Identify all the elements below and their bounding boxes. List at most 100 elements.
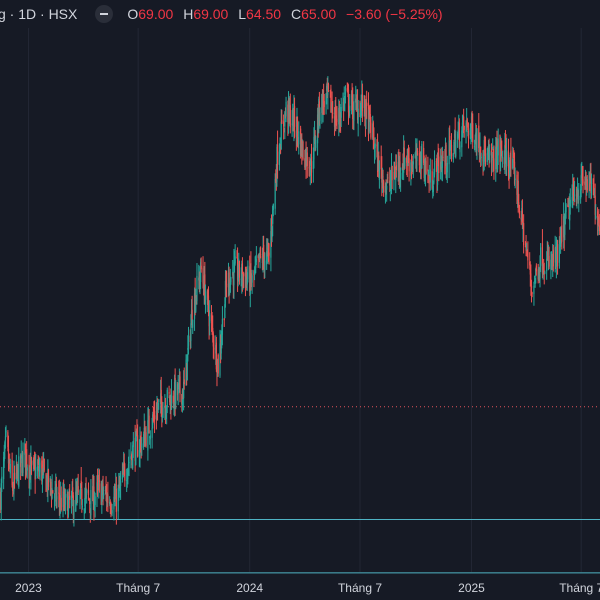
- visibility-toggle-icon[interactable]: [95, 5, 114, 23]
- candle-body: [198, 276, 200, 285]
- candle-body: [471, 118, 473, 128]
- candle-body: [475, 132, 477, 142]
- candle-body: [93, 486, 95, 511]
- candle-body: [109, 506, 111, 509]
- candle-body: [175, 382, 177, 404]
- candle-body: [181, 390, 184, 406]
- candle-body: [329, 90, 331, 92]
- candle-body: [449, 135, 451, 154]
- candle-body: [410, 162, 412, 176]
- candle-body: [377, 153, 379, 171]
- candle-body: [543, 271, 545, 275]
- candle-body: [517, 180, 519, 201]
- candle-body: [366, 102, 368, 106]
- candle-body: [593, 193, 596, 197]
- candle-body: [389, 180, 391, 186]
- candle-body: [484, 139, 486, 153]
- candle-body: [271, 227, 273, 238]
- candle-body: [284, 112, 286, 127]
- candle-body: [318, 101, 320, 119]
- candle-body: [576, 188, 579, 196]
- candle-body: [215, 342, 217, 370]
- candle-body: [212, 333, 214, 347]
- candle-body: [240, 278, 242, 280]
- candle-body: [454, 131, 456, 155]
- candle-body: [423, 147, 425, 163]
- candle-body: [327, 85, 329, 96]
- close-value: 65.00: [301, 6, 337, 22]
- candle-body: [399, 161, 401, 175]
- candle-body: [0, 483, 2, 510]
- candle-body: [506, 150, 508, 167]
- candle-body: [244, 272, 247, 288]
- candle-body: [183, 379, 185, 385]
- candle-body: [491, 154, 493, 161]
- candle-body: [407, 152, 409, 161]
- candle-body: [242, 275, 244, 284]
- candle-body: [89, 508, 91, 511]
- candle-body: [573, 190, 575, 192]
- candle-body: [79, 491, 81, 496]
- candle-body: [535, 268, 537, 277]
- candle-body: [585, 178, 587, 190]
- candle-body: [94, 496, 96, 506]
- candle-body: [203, 286, 205, 295]
- candle-body: [3, 454, 5, 462]
- candle-body: [195, 296, 197, 298]
- candle-body: [253, 270, 256, 275]
- candle-body: [158, 399, 160, 403]
- candle-body: [199, 277, 201, 281]
- candle-body: [382, 176, 384, 178]
- candle-body: [276, 144, 279, 165]
- candle-body: [22, 452, 24, 473]
- candle-body: [556, 245, 558, 251]
- candle-body: [467, 130, 470, 139]
- candle-body: [96, 482, 98, 495]
- candle-body: [335, 120, 337, 124]
- candle-body: [186, 363, 188, 378]
- candle-body: [46, 477, 48, 488]
- candle-body: [147, 417, 150, 419]
- candle-body: [241, 263, 243, 283]
- candle-body: [416, 151, 419, 153]
- candle-body: [270, 227, 273, 235]
- candle-body: [507, 151, 510, 168]
- candle-body: [544, 272, 546, 274]
- candle-body: [533, 280, 536, 282]
- candle-body: [571, 197, 573, 204]
- candle-body: [582, 179, 584, 184]
- candle-body: [21, 459, 24, 473]
- symbol-title[interactable]: g · 1D · HSX: [0, 6, 78, 22]
- candle-body: [28, 464, 30, 479]
- candle-body: [386, 179, 388, 183]
- candle-body: [446, 162, 448, 173]
- candle-body: [183, 381, 185, 399]
- candle-body: [279, 148, 281, 150]
- x-tick-label: Tháng 7: [116, 581, 160, 595]
- candle-body: [321, 93, 324, 115]
- candle-body: [595, 215, 597, 218]
- candle-body: [152, 414, 154, 425]
- candle-body: [302, 141, 304, 159]
- candle-body: [38, 465, 40, 472]
- candle-body: [178, 382, 180, 385]
- candle-body: [283, 121, 285, 127]
- candle-body: [478, 125, 480, 149]
- candle-body: [559, 240, 561, 243]
- candle-body: [200, 262, 202, 283]
- candle-body: [581, 169, 583, 179]
- candle-body: [518, 204, 520, 215]
- candle-body: [572, 184, 574, 202]
- candle-body: [114, 496, 116, 499]
- candle-body: [140, 437, 142, 440]
- candle-body: [480, 146, 482, 156]
- candle-body: [497, 138, 499, 156]
- candle-body: [160, 389, 162, 404]
- candle-body: [135, 432, 137, 434]
- candle-body: [121, 470, 124, 480]
- candle-body: [462, 117, 464, 126]
- candle-body: [296, 121, 298, 140]
- low-value: 64.50: [246, 6, 282, 22]
- candle-body: [335, 105, 337, 126]
